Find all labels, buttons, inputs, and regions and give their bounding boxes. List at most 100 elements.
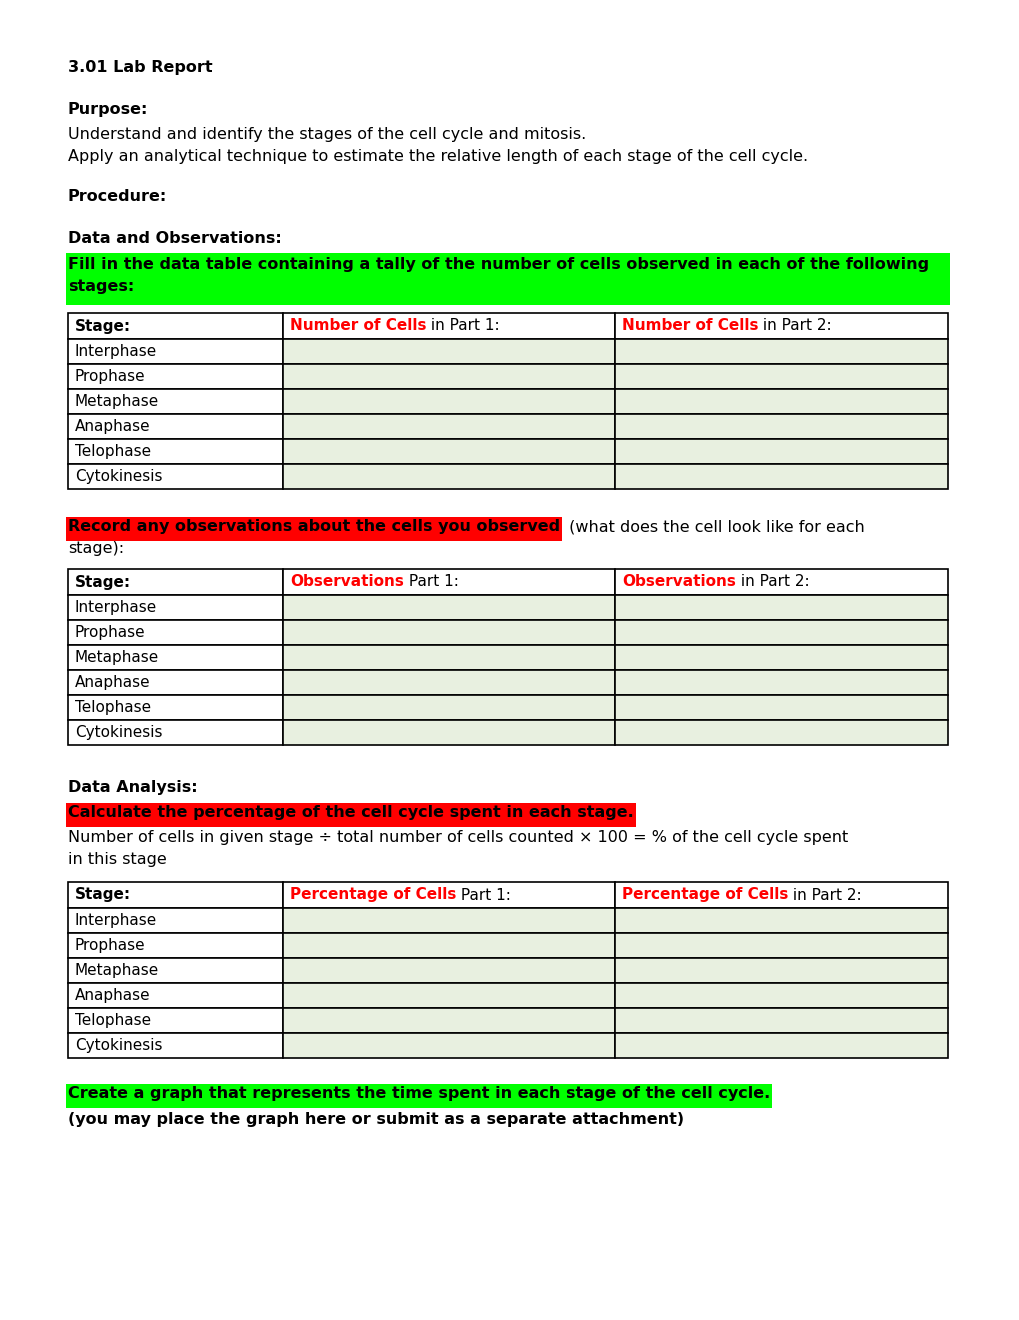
Text: Part 1:: Part 1: <box>404 574 459 590</box>
Bar <box>282 933 614 958</box>
Bar <box>68 620 282 645</box>
Text: Number of Cells: Number of Cells <box>289 318 426 334</box>
Bar <box>614 882 947 908</box>
Bar <box>282 595 614 620</box>
Text: Apply an analytical technique to estimate the relative length of each stage of t: Apply an analytical technique to estimat… <box>68 149 807 164</box>
Bar <box>282 882 614 908</box>
Text: Stage:: Stage: <box>75 318 131 334</box>
Bar <box>68 339 282 364</box>
Text: Telophase: Telophase <box>75 700 151 715</box>
Bar <box>614 465 947 488</box>
Bar <box>614 1034 947 1059</box>
Text: Anaphase: Anaphase <box>75 675 151 690</box>
Bar <box>68 440 282 465</box>
Bar <box>282 389 614 414</box>
Bar <box>614 339 947 364</box>
Text: 3.01 Lab Report: 3.01 Lab Report <box>68 59 212 75</box>
Text: Interphase: Interphase <box>75 601 157 615</box>
Bar <box>282 1008 614 1034</box>
Text: Percentage of Cells: Percentage of Cells <box>289 887 455 903</box>
Text: Stage:: Stage: <box>75 887 131 903</box>
Text: Interphase: Interphase <box>75 345 157 359</box>
Bar <box>68 671 282 696</box>
Bar <box>614 569 947 595</box>
Bar <box>614 983 947 1008</box>
Bar <box>282 313 614 339</box>
Bar <box>614 908 947 933</box>
Bar <box>66 253 949 305</box>
Text: Telophase: Telophase <box>75 444 151 459</box>
Text: Record any observations about the cells you observed: Record any observations about the cells … <box>68 519 559 535</box>
Bar <box>68 696 282 719</box>
Text: in Part 2:: in Part 2: <box>788 887 861 903</box>
Text: Number of cells in given stage ÷ total number of cells counted × 100 = % of the : Number of cells in given stage ÷ total n… <box>68 830 848 845</box>
Text: Understand and identify the stages of the cell cycle and mitosis.: Understand and identify the stages of th… <box>68 127 586 143</box>
Bar <box>282 696 614 719</box>
Text: Cytokinesis: Cytokinesis <box>75 725 162 741</box>
Bar <box>282 620 614 645</box>
Bar <box>614 364 947 389</box>
Text: in this stage: in this stage <box>68 851 166 867</box>
Bar <box>614 595 947 620</box>
Text: Anaphase: Anaphase <box>75 987 151 1003</box>
Bar <box>66 517 561 541</box>
Text: (what does the cell look like for each: (what does the cell look like for each <box>564 519 864 535</box>
Bar <box>68 364 282 389</box>
Bar <box>68 1034 282 1059</box>
Text: Data and Observations:: Data and Observations: <box>68 231 281 246</box>
Text: Metaphase: Metaphase <box>75 964 159 978</box>
Bar <box>614 620 947 645</box>
Bar <box>68 569 282 595</box>
Bar <box>614 719 947 744</box>
Bar <box>614 958 947 983</box>
Bar <box>614 414 947 440</box>
Bar <box>614 313 947 339</box>
Text: Fill in the data table containing a tally of the number of cells observed in eac: Fill in the data table containing a tall… <box>68 257 928 272</box>
Bar <box>68 414 282 440</box>
Text: Part 1:: Part 1: <box>455 887 511 903</box>
Text: Purpose:: Purpose: <box>68 102 148 117</box>
Bar <box>614 933 947 958</box>
Text: in Part 2:: in Part 2: <box>758 318 832 334</box>
Bar <box>68 595 282 620</box>
Bar <box>68 958 282 983</box>
Bar <box>68 719 282 744</box>
Text: Cytokinesis: Cytokinesis <box>75 1038 162 1053</box>
Bar <box>68 389 282 414</box>
Bar <box>68 465 282 488</box>
Bar <box>282 339 614 364</box>
Bar <box>68 908 282 933</box>
Text: Anaphase: Anaphase <box>75 418 151 434</box>
Bar <box>282 958 614 983</box>
Text: stage):: stage): <box>68 541 124 556</box>
Text: Stage:: Stage: <box>75 574 131 590</box>
Bar <box>614 645 947 671</box>
Bar <box>68 1008 282 1034</box>
Bar <box>282 364 614 389</box>
Bar <box>282 671 614 696</box>
Text: Procedure:: Procedure: <box>68 189 167 205</box>
Text: Metaphase: Metaphase <box>75 649 159 665</box>
Bar <box>66 803 635 828</box>
Bar <box>282 983 614 1008</box>
Text: Create a graph that represents the time spent in each stage of the cell cycle.: Create a graph that represents the time … <box>68 1086 769 1101</box>
Text: Number of Cells: Number of Cells <box>622 318 758 334</box>
Text: Metaphase: Metaphase <box>75 393 159 409</box>
Bar <box>282 440 614 465</box>
Text: Interphase: Interphase <box>75 913 157 928</box>
Bar <box>68 645 282 671</box>
Bar <box>282 645 614 671</box>
Text: Observations: Observations <box>622 574 735 590</box>
Bar <box>66 1084 771 1107</box>
Bar <box>282 908 614 933</box>
Bar <box>68 313 282 339</box>
Text: Prophase: Prophase <box>75 624 146 640</box>
Bar <box>282 719 614 744</box>
Bar <box>68 983 282 1008</box>
Text: Percentage of Cells: Percentage of Cells <box>622 887 788 903</box>
Text: stages:: stages: <box>68 279 135 294</box>
Text: Prophase: Prophase <box>75 939 146 953</box>
Text: Data Analysis:: Data Analysis: <box>68 780 198 795</box>
Bar <box>614 671 947 696</box>
Bar <box>614 696 947 719</box>
